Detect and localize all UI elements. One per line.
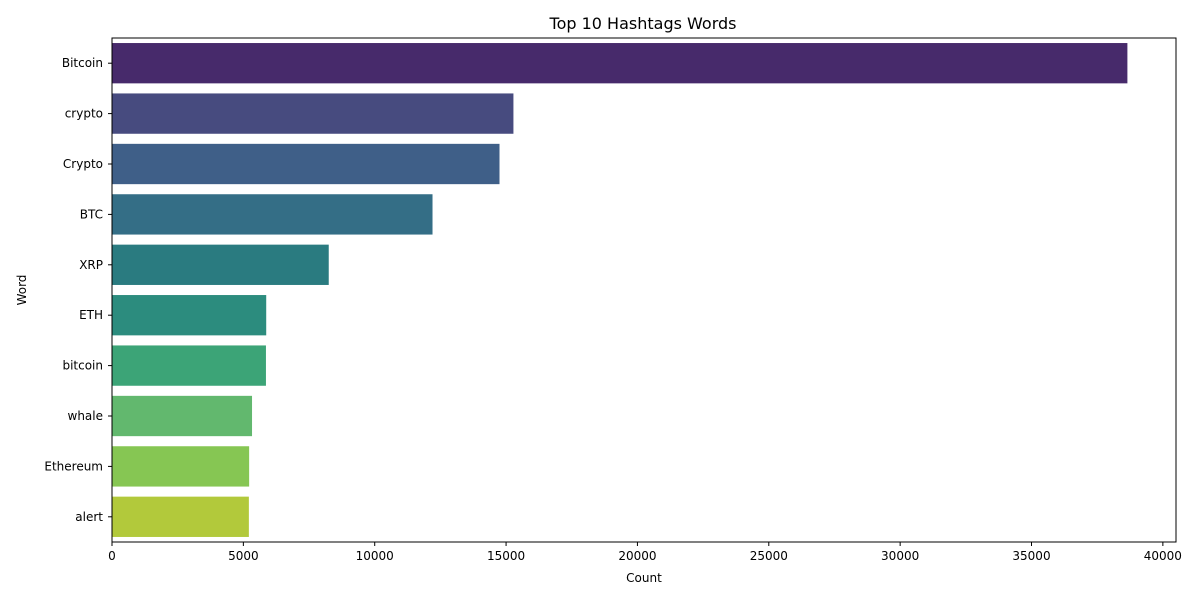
y-tick-label: ETH bbox=[79, 308, 103, 322]
x-tick-label: 40000 bbox=[1144, 549, 1182, 563]
x-tick-label: 30000 bbox=[881, 549, 919, 563]
x-tick-label: 5000 bbox=[228, 549, 259, 563]
bar-ethereum bbox=[112, 446, 250, 487]
bar-xrp bbox=[112, 244, 329, 285]
x-tick-label: 0 bbox=[108, 549, 116, 563]
x-tick-label: 35000 bbox=[1012, 549, 1050, 563]
y-tick-label: bitcoin bbox=[62, 359, 103, 373]
bar-alert bbox=[112, 496, 249, 537]
x-axis-ticks: 0 5000 10000 15000 20000 25000 30000 35000 40000 bbox=[108, 542, 1182, 563]
y-tick-label: Bitcoin bbox=[62, 56, 103, 70]
y-tick-label: Ethereum bbox=[44, 459, 103, 473]
y-axis-ticks: Bitcoin crypto Crypto BTC XRP ETH bitcoin whale… bbox=[44, 56, 112, 524]
x-tick-label: 10000 bbox=[356, 549, 394, 563]
chart-title: Top 10 Hashtags Words bbox=[549, 14, 737, 33]
plot-frame bbox=[111, 37, 1177, 543]
x-axis-label: Count bbox=[626, 571, 662, 585]
y-axis-label: Word bbox=[15, 275, 29, 306]
y-tick-label: XRP bbox=[79, 258, 103, 272]
bar-btc bbox=[112, 194, 433, 235]
bar-crypto bbox=[112, 93, 514, 134]
bars-group bbox=[112, 43, 1128, 537]
bar-whale bbox=[112, 395, 253, 437]
bar-bitcoin bbox=[112, 345, 266, 386]
y-tick-label: BTC bbox=[80, 207, 103, 221]
y-tick-label: alert bbox=[75, 510, 103, 524]
x-tick-label: 20000 bbox=[618, 549, 656, 563]
y-tick-label: crypto bbox=[65, 107, 103, 121]
x-tick-label: 15000 bbox=[487, 549, 525, 563]
bar-crypto bbox=[112, 143, 500, 185]
bar-bitcoin bbox=[112, 43, 1128, 84]
bar-eth bbox=[112, 295, 267, 336]
y-tick-label: whale bbox=[68, 409, 104, 423]
y-tick-label: Crypto bbox=[63, 157, 103, 171]
x-tick-label: 25000 bbox=[750, 549, 788, 563]
